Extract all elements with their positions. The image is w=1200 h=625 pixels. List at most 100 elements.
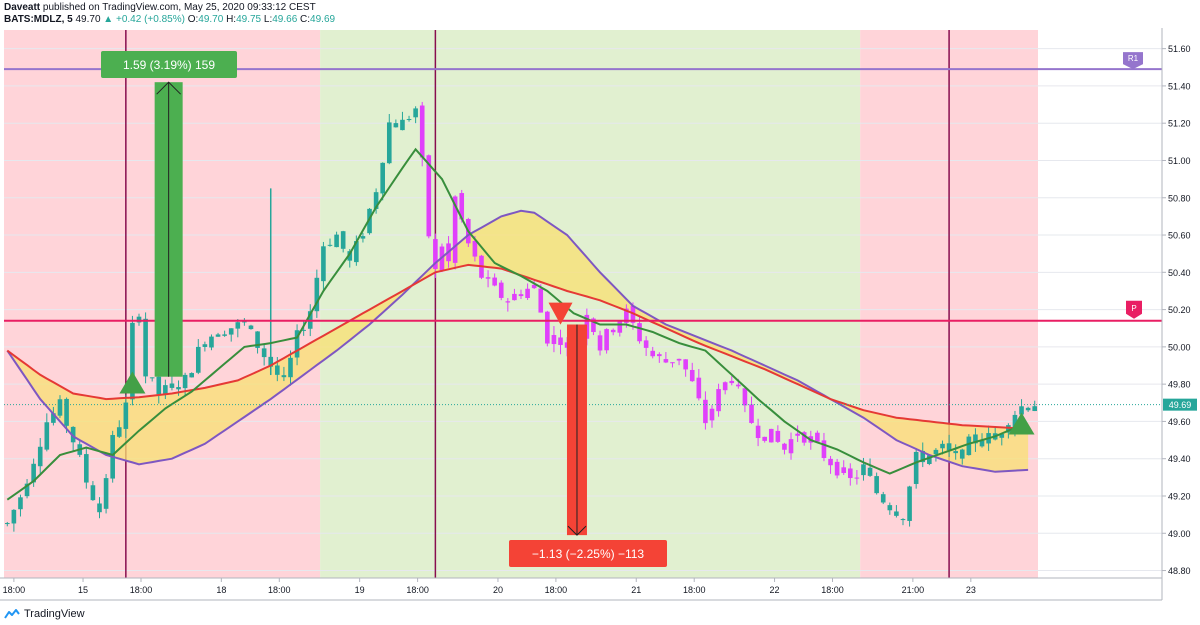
candle-body (373, 192, 379, 209)
x-tick-label-0: 18:00 (3, 585, 26, 595)
open-value: 49.70 (198, 14, 224, 25)
candle-body (801, 432, 807, 443)
candle-body (419, 105, 425, 158)
candle (149, 377, 155, 382)
candle-body (143, 318, 148, 377)
x-tick-label-5: 19 (355, 585, 365, 595)
position-tools[interactable]: 1.59 (3.19%) 159 −1.13 (−2.25%) −113 (101, 51, 667, 567)
candle-body (498, 282, 504, 298)
candle-body (689, 369, 695, 382)
candle-body (202, 344, 208, 347)
candle-body (472, 240, 478, 257)
candle-body (716, 389, 721, 412)
candle (136, 313, 142, 326)
candle-body (979, 440, 985, 447)
candle (248, 324, 254, 330)
candle-body (696, 377, 702, 399)
candle (163, 379, 168, 400)
candle-body (815, 432, 820, 442)
candle (821, 432, 827, 462)
candle-body (24, 483, 30, 497)
candle-body (946, 443, 952, 451)
candle (215, 332, 221, 337)
candle-body (762, 436, 767, 441)
tradingview-logo-icon (4, 609, 20, 619)
candle (97, 497, 102, 519)
x-tick-label-4: 18:00 (268, 585, 291, 595)
candle-body (663, 359, 669, 363)
candle (762, 436, 767, 443)
candle-body (828, 458, 833, 466)
candle (209, 334, 214, 351)
candle (18, 494, 23, 517)
r1-tag (1123, 52, 1143, 70)
candle-body (933, 449, 939, 455)
candle-body (558, 337, 563, 345)
candle (1032, 400, 1038, 412)
candle-body (874, 476, 879, 494)
candle-body (57, 399, 63, 416)
candle (722, 381, 728, 395)
candle (880, 491, 886, 505)
candle (525, 283, 530, 300)
candle-body (130, 322, 135, 400)
candle (828, 455, 833, 474)
candle (841, 460, 847, 475)
candle (801, 430, 807, 446)
footer-brand[interactable]: TradingView (4, 606, 85, 622)
candle (261, 343, 267, 366)
symbol-name[interactable]: BATS:MDLZ, 5 (4, 14, 73, 25)
candle-body (927, 455, 932, 464)
short-position-label-box (509, 540, 667, 567)
candle (37, 438, 43, 476)
candle-body (149, 377, 155, 379)
y-tick-label-13: 49.00 (1168, 529, 1191, 539)
candle-body (854, 477, 860, 479)
candle-body (393, 123, 399, 128)
candle-body (610, 329, 616, 333)
close-label: C: (300, 14, 311, 25)
candle (70, 426, 76, 451)
candle-body (709, 408, 715, 421)
candle-body (1019, 406, 1024, 415)
candle-body (749, 404, 754, 423)
candle-body (834, 461, 840, 476)
candle-body (518, 294, 524, 297)
y-tick-label-11: 49.40 (1168, 454, 1191, 464)
candle-body (255, 331, 260, 348)
x-tick-label-13: 21:00 (902, 585, 925, 595)
candle (729, 376, 735, 386)
candle (742, 386, 748, 413)
pivot-tag (1126, 300, 1142, 319)
candle-body (617, 321, 623, 333)
candle (24, 479, 30, 499)
candle (551, 326, 557, 353)
candle-body (953, 451, 958, 454)
candle-body (386, 122, 392, 164)
candle (116, 420, 122, 439)
candle-body (413, 108, 418, 118)
candle-body (966, 436, 972, 456)
candle-body (768, 428, 774, 443)
candle-body (591, 318, 596, 333)
candle (650, 346, 656, 359)
candle (900, 518, 906, 526)
candle-body (841, 467, 847, 474)
y-tick-label-0: 51.60 (1168, 44, 1191, 54)
candle-body (334, 234, 339, 248)
candle (676, 358, 682, 366)
candle (953, 444, 958, 460)
x-tick-label-9: 21 (631, 585, 641, 595)
ma-cloud (7, 210, 1029, 472)
author-name[interactable]: Daveatt (4, 2, 41, 13)
low-value: 49.66 (272, 14, 298, 25)
long-arrow-head (156, 81, 182, 95)
candle-body (821, 440, 827, 459)
candle (709, 405, 715, 428)
candle-body (340, 231, 346, 249)
candle-body (887, 505, 893, 511)
candle-body (1006, 425, 1011, 433)
candle (281, 366, 287, 382)
candle (321, 241, 326, 291)
